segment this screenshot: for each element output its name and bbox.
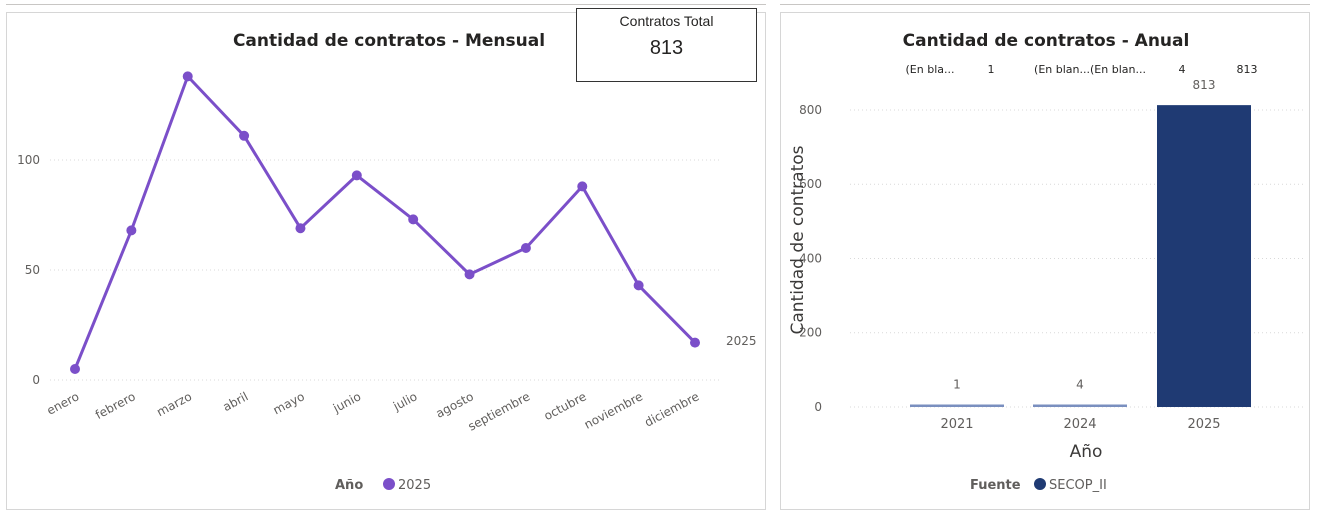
- legend-marker-secop[interactable]: [1034, 478, 1046, 490]
- x-tick-abril: abril: [220, 389, 250, 414]
- bar-2024[interactable]: [1033, 404, 1127, 408]
- point-enero[interactable]: [70, 364, 80, 374]
- bar-y-tick-400: 400: [799, 251, 822, 265]
- data-label-2025: 813: [1193, 78, 1216, 92]
- x-tick-julio: julio: [390, 389, 419, 414]
- x-tick-junio: junio: [330, 389, 363, 416]
- monthly-chart-panel[interactable]: [6, 12, 766, 510]
- point-septiembre[interactable]: [520, 243, 531, 253]
- right-top-divider: [780, 4, 1310, 5]
- legend-title: Año: [335, 478, 363, 493]
- point-junio[interactable]: [351, 170, 362, 181]
- point-octubre[interactable]: [577, 181, 588, 192]
- point-agosto[interactable]: [464, 269, 475, 280]
- top-row-label-3: 4: [1179, 63, 1186, 76]
- series-end-label: 2025: [726, 334, 757, 348]
- x-tick-noviembre: noviembre: [582, 389, 645, 431]
- legend-label-secop[interactable]: SECOP_II: [1049, 478, 1107, 493]
- annual-bar-chart[interactable]: Cantidad de contratos - Anual (En bla...…: [780, 0, 1310, 516]
- x-tick-marzo: marzo: [154, 389, 194, 419]
- x-tick-mayo: mayo: [271, 389, 307, 417]
- monthly-line-chart[interactable]: Cantidad de contratos - Mensual 0 50 100 e…: [0, 0, 770, 516]
- top-row-label-0: (En bla...: [906, 63, 955, 76]
- data-label-2021: 1: [953, 378, 961, 392]
- bar-y-tick-800: 800: [799, 103, 822, 117]
- y-axis-title: Cantidad de contratos: [788, 145, 808, 334]
- top-row-label-2: (En blan...(En blan...: [1034, 63, 1146, 76]
- bar-y-tick-600: 600: [799, 177, 822, 191]
- y-tick-100: 100: [17, 153, 40, 167]
- bar-legend-title: Fuente: [970, 478, 1021, 493]
- total-contracts-card[interactable]: Contratos Total 813: [576, 8, 757, 82]
- x-tick-agosto: agosto: [434, 389, 476, 420]
- y-tick-50: 50: [25, 263, 40, 277]
- legend-marker-2025[interactable]: [383, 478, 395, 490]
- series-line-2025: [73, 74, 697, 371]
- bar-2025[interactable]: [1157, 105, 1251, 407]
- annual-chart-title: Cantidad de contratos - Anual: [903, 31, 1190, 51]
- point-marzo[interactable]: [182, 71, 193, 82]
- point-mayo[interactable]: [295, 223, 306, 234]
- card-title: Contratos Total: [619, 13, 714, 29]
- bar-y-tick-0: 0: [814, 400, 822, 414]
- card-value: 813: [649, 37, 684, 59]
- y-tick-0: 0: [32, 373, 40, 387]
- point-noviembre[interactable]: [633, 280, 644, 291]
- point-julio[interactable]: [408, 214, 419, 225]
- top-row-label-4: 813: [1237, 63, 1258, 76]
- bar-x-tick-2024: 2024: [1063, 417, 1096, 432]
- x-tick-enero: enero: [44, 389, 81, 418]
- monthly-chart-title: Cantidad de contratos - Mensual: [233, 31, 545, 51]
- top-row-label-1: 1: [988, 63, 995, 76]
- legend-label-2025[interactable]: 2025: [398, 478, 431, 493]
- point-abril[interactable]: [239, 130, 250, 141]
- bar-x-tick-2021: 2021: [940, 417, 973, 432]
- point-febrero[interactable]: [126, 225, 137, 236]
- x-axis-title: Año: [1070, 442, 1103, 462]
- bar-x-tick-2025: 2025: [1187, 417, 1220, 432]
- data-label-2024: 4: [1076, 378, 1084, 392]
- left-top-divider: [6, 4, 766, 5]
- x-tick-octubre: octubre: [542, 389, 589, 423]
- x-tick-septiembre: septiembre: [466, 389, 533, 433]
- bar-y-tick-200: 200: [799, 326, 822, 340]
- x-tick-febrero: febrero: [93, 389, 138, 422]
- x-tick-diciembre: diciembre: [642, 389, 701, 429]
- point-diciembre[interactable]: [690, 337, 700, 348]
- bar-2021[interactable]: [910, 404, 1004, 408]
